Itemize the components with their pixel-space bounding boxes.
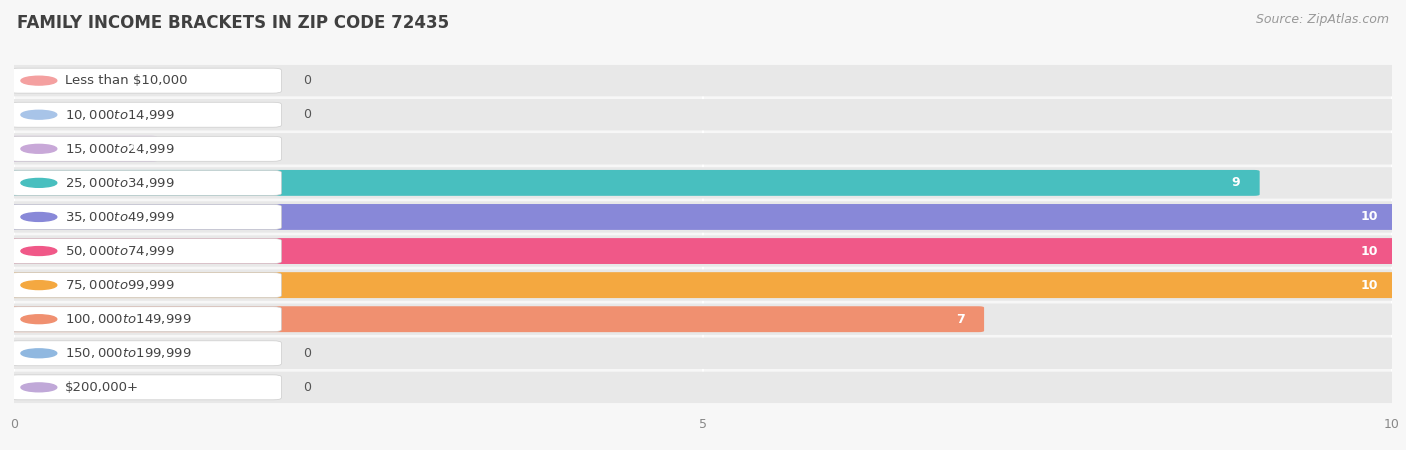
FancyBboxPatch shape — [10, 238, 281, 264]
Circle shape — [21, 247, 56, 256]
Text: $35,000 to $49,999: $35,000 to $49,999 — [65, 210, 174, 224]
Text: $150,000 to $199,999: $150,000 to $199,999 — [65, 346, 191, 360]
FancyBboxPatch shape — [8, 235, 1398, 267]
FancyBboxPatch shape — [10, 171, 281, 195]
FancyBboxPatch shape — [8, 272, 1398, 298]
Text: 7: 7 — [956, 313, 965, 326]
FancyBboxPatch shape — [8, 99, 1398, 130]
FancyBboxPatch shape — [8, 238, 1398, 264]
Text: 9: 9 — [1232, 176, 1240, 189]
FancyBboxPatch shape — [10, 102, 281, 127]
Circle shape — [21, 281, 56, 289]
Text: 10: 10 — [1361, 279, 1378, 292]
FancyBboxPatch shape — [8, 338, 1398, 369]
FancyBboxPatch shape — [8, 372, 1398, 403]
Text: Source: ZipAtlas.com: Source: ZipAtlas.com — [1256, 14, 1389, 27]
FancyBboxPatch shape — [8, 136, 157, 162]
FancyBboxPatch shape — [8, 270, 1398, 301]
Text: 0: 0 — [304, 347, 311, 360]
Text: 1: 1 — [129, 142, 138, 155]
Text: FAMILY INCOME BRACKETS IN ZIP CODE 72435: FAMILY INCOME BRACKETS IN ZIP CODE 72435 — [17, 14, 449, 32]
FancyBboxPatch shape — [10, 68, 281, 93]
Text: 0: 0 — [304, 74, 311, 87]
Circle shape — [21, 144, 56, 153]
Text: 10: 10 — [1361, 244, 1378, 257]
Text: Less than $10,000: Less than $10,000 — [65, 74, 187, 87]
Text: $75,000 to $99,999: $75,000 to $99,999 — [65, 278, 174, 292]
Circle shape — [21, 349, 56, 358]
FancyBboxPatch shape — [8, 204, 1398, 230]
FancyBboxPatch shape — [10, 341, 281, 366]
FancyBboxPatch shape — [10, 375, 281, 400]
Text: $100,000 to $149,999: $100,000 to $149,999 — [65, 312, 191, 326]
Text: 0: 0 — [304, 108, 311, 121]
FancyBboxPatch shape — [8, 167, 1398, 198]
FancyBboxPatch shape — [10, 273, 281, 297]
Circle shape — [21, 212, 56, 221]
Circle shape — [21, 383, 56, 392]
Circle shape — [21, 110, 56, 119]
Text: 0: 0 — [304, 381, 311, 394]
FancyBboxPatch shape — [8, 201, 1398, 233]
Circle shape — [21, 76, 56, 85]
FancyBboxPatch shape — [8, 303, 1398, 335]
Text: $15,000 to $24,999: $15,000 to $24,999 — [65, 142, 174, 156]
Text: $10,000 to $14,999: $10,000 to $14,999 — [65, 108, 174, 122]
Circle shape — [21, 179, 56, 187]
Text: $200,000+: $200,000+ — [65, 381, 139, 394]
Text: $50,000 to $74,999: $50,000 to $74,999 — [65, 244, 174, 258]
FancyBboxPatch shape — [10, 307, 281, 332]
FancyBboxPatch shape — [8, 133, 1398, 165]
FancyBboxPatch shape — [8, 65, 1398, 96]
Text: $25,000 to $34,999: $25,000 to $34,999 — [65, 176, 174, 190]
Text: 10: 10 — [1361, 211, 1378, 224]
FancyBboxPatch shape — [8, 170, 1260, 196]
FancyBboxPatch shape — [10, 204, 281, 230]
Circle shape — [21, 315, 56, 324]
FancyBboxPatch shape — [10, 136, 281, 161]
FancyBboxPatch shape — [8, 306, 984, 332]
